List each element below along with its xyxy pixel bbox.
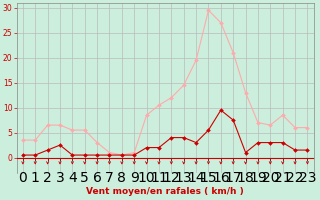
X-axis label: Vent moyen/en rafales ( km/h ): Vent moyen/en rafales ( km/h ) [86, 187, 244, 196]
